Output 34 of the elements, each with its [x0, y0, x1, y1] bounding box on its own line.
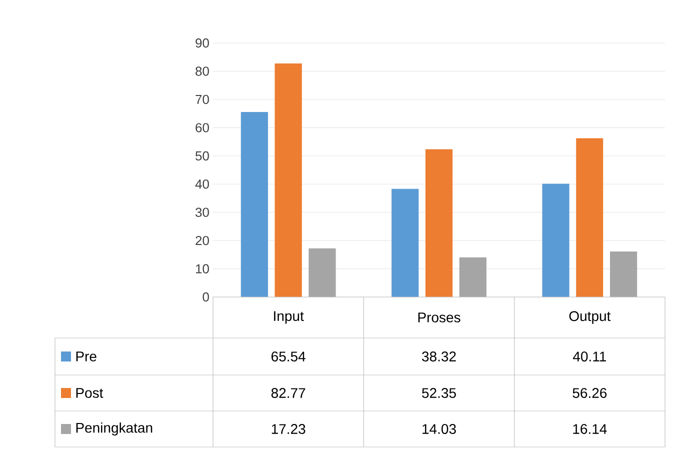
y-tick-label: 20 — [196, 236, 209, 246]
y-tick-label: 70 — [196, 94, 209, 104]
bar — [240, 112, 268, 297]
bar — [308, 248, 336, 297]
y-tick-label: 80 — [196, 66, 209, 76]
bar — [425, 149, 453, 297]
y-tick-label: 50 — [196, 151, 209, 160]
bar — [542, 184, 570, 297]
data-label: 14.03 — [422, 424, 456, 434]
data-label: 38.32 — [422, 352, 456, 362]
data-label: 52.35 — [422, 388, 456, 398]
legend-label: Peningkatan — [76, 422, 152, 436]
y-tick-label: 40 — [195, 180, 209, 189]
y-tick-label: 10 — [196, 264, 209, 274]
legend-label: Pre — [76, 352, 96, 362]
x-tick-label: Proses — [418, 312, 460, 322]
x-tick-label: Output — [569, 311, 611, 324]
data-label: 16.14 — [573, 424, 607, 434]
legend-label: Post — [76, 388, 104, 398]
data-label: 56.26 — [572, 388, 607, 398]
y-tick-label: 0 — [202, 292, 209, 302]
y-tick-label: 60 — [196, 123, 209, 132]
data-label: 82.77 — [271, 388, 306, 398]
data-label: 65.54 — [272, 352, 306, 362]
bar — [576, 138, 604, 297]
x-tick-label: Input — [274, 311, 304, 324]
y-tick-label: 90 — [196, 38, 209, 48]
bar — [459, 257, 486, 297]
data-label: 40.11 — [572, 352, 606, 362]
y-tick-label: 30 — [196, 208, 209, 217]
data-label: 17.23 — [272, 424, 306, 434]
bar — [610, 251, 638, 297]
bar — [392, 188, 419, 297]
bar — [274, 63, 302, 297]
